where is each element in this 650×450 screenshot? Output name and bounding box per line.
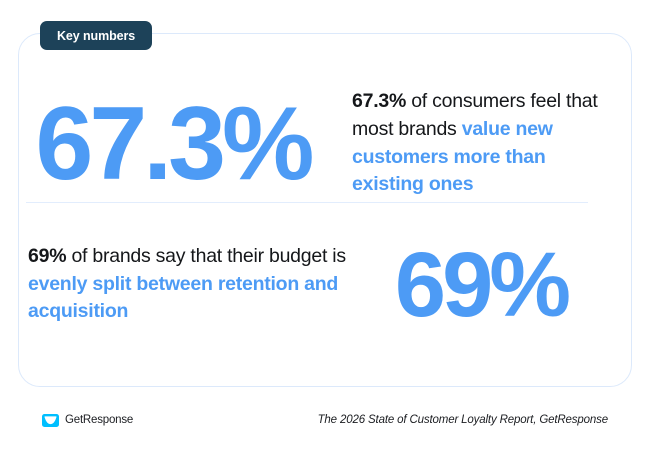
stat-2-figure: 69%: [394, 233, 571, 336]
stat-1-text: 67.3% of consumers feel that most brands…: [352, 88, 598, 199]
stat-1-figure: 67.3%: [35, 85, 315, 202]
stat-2-text-regular: of brands say that their budget is: [66, 244, 346, 267]
section-divider: [26, 202, 588, 204]
stat-1-text-regular: of consumers feel that most brands: [352, 90, 598, 140]
attribution-text: The 2026 State of Customer Loyalty Repor…: [317, 414, 609, 426]
stat-1-text-highlight: value new customers more than existing o…: [352, 117, 553, 196]
key-numbers-badge: Key numbers: [40, 21, 153, 50]
badge-label: Key numbers: [57, 28, 136, 43]
stat-2-text-bold: 69%: [28, 244, 67, 267]
stat-2-figure-container: 69%: [348, 239, 614, 331]
stat-1-text-container: 67.3% of consumers feel that most brands…: [352, 88, 614, 199]
key-numbers-card: [18, 33, 632, 387]
stat-1-text-bold: 67.3%: [352, 90, 407, 113]
stat-2-text: 69% of brands say that their budget is e…: [28, 243, 348, 326]
stat-2-text-container: 69% of brands say that their budget is e…: [0, 243, 348, 326]
stat-2-text-highlight: evenly split between retention and acqui…: [28, 272, 339, 323]
stat-1-figure-container: 67.3%: [0, 92, 352, 196]
getresponse-logo: GetResponse: [42, 413, 134, 427]
stat-row-1: 67.3% 67.3% of consumers feel that most …: [0, 52, 614, 235]
stat-row-2: 69% of brands say that their budget is e…: [0, 222, 614, 347]
envelope-icon: [42, 413, 59, 427]
logo-text: GetResponse: [65, 414, 134, 426]
footer: GetResponse The 2026 State of Customer L…: [0, 405, 650, 435]
